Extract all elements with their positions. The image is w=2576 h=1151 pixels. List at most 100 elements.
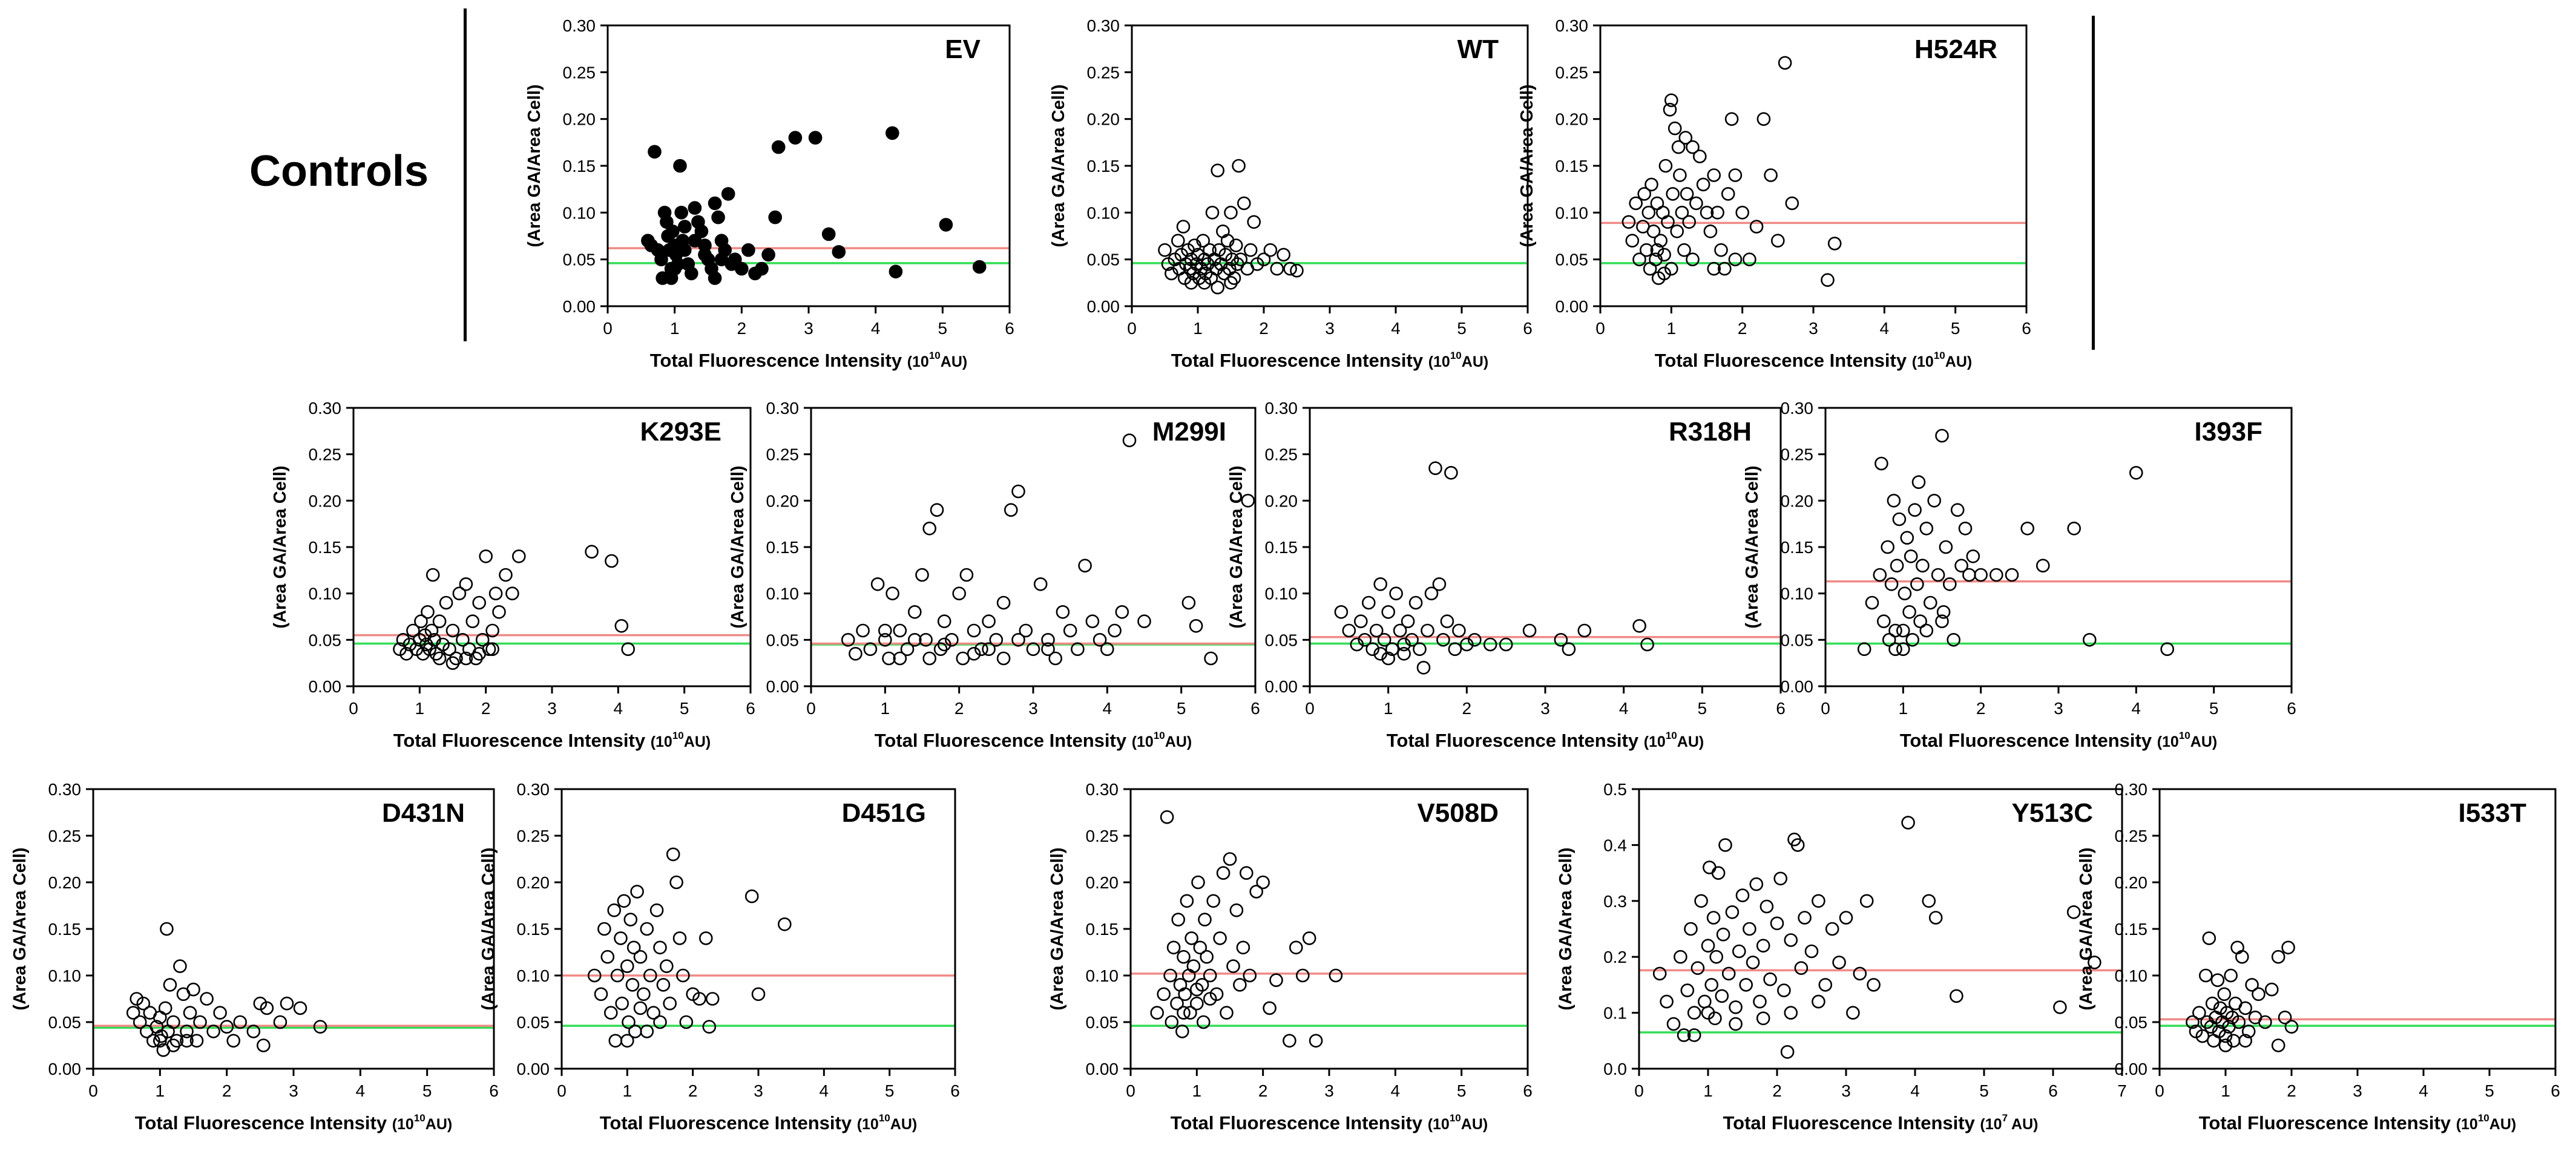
data-point [1196,234,1210,248]
data-point [1186,959,1201,973]
data-point [768,210,783,225]
data-point [1703,224,1718,238]
data-point [1365,642,1379,657]
data-point [714,252,729,267]
x-axis-label: Total Fluorescence Intensity (1010AU) [1387,730,1704,751]
data-point [614,618,629,633]
data-point [972,260,987,274]
y-axis-label: (Area GA/Area Cell) [479,847,498,1010]
data-point [1687,1006,1701,1020]
data-point [1735,888,1750,902]
data-point [1213,931,1227,945]
data-point [1562,642,1576,657]
data-point [660,959,674,973]
x-tick-label: 0 [88,1081,98,1100]
scatter-panel-m299i: 0 1 2 3 4 5 6 0.00 0.05 0.10 0.15 0.20 0.25 0.30 M299I… [728,399,1260,751]
data-point [499,568,513,582]
data-point [1232,159,1246,173]
x-tick-label: 1 [1193,319,1203,338]
data-point [1954,559,1968,573]
data-point [660,215,674,229]
data-point [673,159,687,173]
data-point [2235,949,2249,964]
x-tick-label: 6 [1523,319,1533,338]
y-tick-label: 0.25 [1556,63,1589,82]
data-point [886,586,899,601]
data-point [1958,522,1973,536]
x-axis-unit-exponent: 10 [2478,1112,2489,1124]
data-point [1950,989,1963,1003]
x-tick-label: 1 [1899,699,1908,718]
x-tick-label: 3 [2353,1081,2362,1100]
data-point [293,1001,307,1015]
data-point [1677,243,1691,257]
y-tick-label: 0.25 [1086,827,1119,845]
data-point [511,549,526,563]
data-point [1004,503,1018,517]
x-axis-unit-exponent: 10 [879,1112,890,1124]
data-point [273,1015,288,1029]
data-point [1701,939,1715,953]
data-point [1263,243,1278,257]
data-point [1818,978,1833,992]
data-point [692,992,706,1006]
x-axis-unit: (10 [1132,733,1154,750]
data-point [173,959,187,973]
x-tick-label: 5 [2209,699,2219,718]
data-point [878,632,892,647]
data-point [452,586,467,601]
x-tick-label: 3 [1540,699,1550,718]
data-point [1198,913,1212,926]
data-point [1640,243,1654,257]
x-tick-label: 0 [1821,699,1830,718]
data-point [1950,503,1965,517]
data-point [663,996,677,1011]
data-point [1056,605,1070,619]
y-tick-label: 0.30 [563,16,596,35]
x-axis-label: Total Fluorescence Intensity (1010AU) [650,350,967,371]
data-point [937,637,951,652]
x-axis-unit: (10 [1980,1116,2002,1133]
x-tick-label: 0 [806,699,816,718]
data-point [937,614,951,629]
data-point [1393,623,1407,638]
data-point [206,1025,220,1038]
x-axis-unit-exponent: 10 [1450,1112,1461,1124]
scatter-panel-d431n: 0 1 2 3 4 5 6 0.00 0.05 0.10 0.15 0.20 0.25 0.30 D431N… [10,780,499,1133]
data-point [126,1006,140,1020]
data-point [472,595,486,610]
data-point [1234,252,1248,267]
data-point [1812,894,1825,908]
data-point [488,586,503,601]
data-point [1223,852,1237,866]
y-tick-label: 0.25 [2115,827,2148,845]
y-tick-label: 0.10 [517,966,550,985]
data-point [1675,205,1689,220]
data-point [1577,623,1592,638]
data-point [1632,618,1646,633]
data-point [1718,838,1732,852]
data-point [1178,987,1192,1002]
data-point [163,978,177,992]
data-point [708,271,722,285]
data-point [1874,456,1888,471]
data-point [1888,642,1902,657]
x-tick-label: 2 [222,1081,232,1100]
data-point [2245,978,2259,992]
data-point [1650,243,1664,257]
data-point [1670,224,1684,238]
data-point [1256,875,1270,890]
data-point [1735,205,1749,220]
x-tick-label: 3 [1809,319,1818,338]
x-axis-unit-exponent: 10 [414,1112,426,1124]
data-point [1974,568,1988,582]
x-tick-label: 3 [754,1081,763,1100]
data-point [711,210,725,225]
data-point [1071,642,1085,657]
x-tick-label: 1 [670,319,680,338]
data-point [1289,940,1303,955]
data-point [1888,623,1902,638]
data-point [821,227,836,241]
data-point [1211,163,1224,177]
data-point [1827,237,1842,251]
